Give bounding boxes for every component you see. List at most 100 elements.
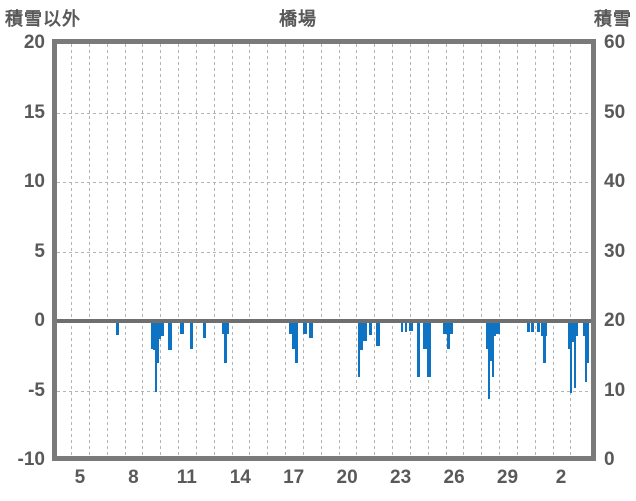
precip-bar	[405, 321, 407, 333]
day-gridline	[516, 44, 518, 456]
precip-bar	[537, 321, 540, 333]
precip-bar	[151, 321, 153, 349]
precip-bar	[203, 321, 206, 338]
precip-bar	[159, 321, 161, 340]
precip-bar	[572, 321, 574, 342]
precip-bar	[585, 321, 587, 383]
precip-bar	[576, 321, 578, 337]
left-axis-label: 5	[34, 240, 45, 262]
precip-bar	[409, 321, 413, 331]
right-axis-label: 40	[604, 171, 626, 192]
right-axis-label: 10	[604, 379, 626, 401]
right-axis-label: 30	[604, 240, 626, 262]
day-gridline	[213, 44, 215, 456]
precip-bar	[583, 321, 585, 337]
x-axis-label: 11	[176, 467, 197, 488]
precip-bar	[568, 321, 570, 349]
day-gridline	[427, 44, 429, 456]
day-gridline	[552, 44, 554, 456]
day-gridline	[124, 44, 126, 456]
x-axis-label: 17	[283, 467, 305, 488]
day-gridline	[71, 44, 72, 456]
day-gridline	[499, 44, 500, 456]
value-gridline	[57, 251, 591, 253]
value-gridline	[57, 112, 591, 114]
precip-bar	[587, 321, 589, 363]
precip-bar	[574, 321, 576, 388]
precip-bar	[376, 321, 380, 346]
x-axis-label: 23	[390, 467, 412, 488]
precip-bar	[295, 321, 298, 363]
precip-bar	[360, 321, 363, 351]
day-gridline	[88, 44, 90, 456]
precip-bar	[427, 321, 431, 377]
plot-area	[57, 44, 591, 456]
precip-bar	[168, 321, 172, 351]
precip-bar	[543, 321, 546, 363]
value-gridline	[57, 390, 591, 392]
precip-bar	[190, 321, 193, 349]
precip-bar	[363, 321, 367, 341]
day-gridline	[302, 44, 304, 456]
x-axis-label: 2	[555, 467, 567, 488]
x-axis-label: 20	[336, 467, 358, 488]
day-gridline	[320, 44, 322, 456]
precip-bar	[496, 321, 500, 334]
precip-bar	[180, 321, 184, 334]
x-axis-label: 5	[74, 467, 86, 488]
day-gridline	[445, 44, 447, 456]
precip-bar	[447, 321, 450, 349]
day-gridline	[463, 44, 465, 456]
day-gridline	[106, 44, 108, 456]
precip-bar	[224, 321, 227, 363]
right-axis-label: 20	[604, 310, 626, 331]
day-gridline	[249, 44, 251, 456]
value-gridline	[57, 182, 591, 183]
x-axis-label: 14	[229, 467, 251, 488]
precip-bar	[494, 321, 496, 337]
right-axis-label: 50	[604, 101, 626, 123]
left-axis-label: -5	[28, 379, 45, 401]
precip-bar	[157, 321, 159, 363]
precip-bar	[401, 321, 403, 333]
x-axis-label: 26	[443, 467, 465, 488]
day-gridline	[267, 44, 269, 456]
left-axis-label: 20	[23, 32, 45, 53]
precip-bar	[369, 321, 372, 335]
precip-bar	[289, 321, 292, 334]
day-gridline	[409, 44, 411, 456]
precip-bar	[292, 321, 295, 349]
day-gridline	[285, 44, 286, 456]
precip-bar	[527, 321, 530, 333]
zero-line	[57, 319, 591, 323]
precip-bar	[303, 321, 307, 334]
precip-bar	[488, 321, 490, 399]
left-axis-label: 10	[23, 171, 45, 192]
precip-bar	[116, 321, 119, 335]
precip-bar	[531, 321, 534, 333]
right-axis-title: 積雪	[594, 9, 632, 29]
day-gridline	[142, 44, 144, 456]
precip-bar	[309, 321, 313, 338]
day-gridline	[356, 44, 358, 456]
left-axis-label: -10	[17, 449, 45, 470]
day-gridline	[338, 44, 340, 456]
precip-bar	[486, 321, 488, 349]
day-gridline	[178, 44, 179, 456]
left-axis-label: 0	[34, 310, 45, 331]
day-gridline	[160, 44, 162, 456]
day-gridline	[392, 44, 393, 456]
precip-bar	[153, 321, 155, 351]
x-axis-label: 8	[128, 467, 139, 488]
day-gridline	[534, 44, 536, 456]
precip-bar	[155, 321, 157, 392]
x-axis-label: 29	[496, 467, 519, 488]
precip-bar	[423, 321, 427, 349]
chart-title: 橋場	[279, 9, 317, 29]
day-gridline	[481, 44, 483, 456]
precip-bar	[490, 321, 492, 362]
day-gridline	[195, 44, 197, 456]
precip-bar	[358, 321, 360, 377]
left-axis-label: 15	[23, 101, 45, 123]
